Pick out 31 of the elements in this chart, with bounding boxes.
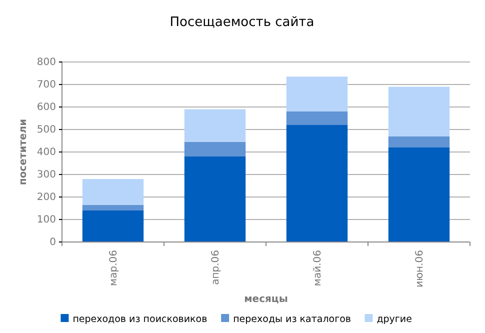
y-tick-label: 400	[36, 147, 56, 158]
y-tick-label: 500	[36, 124, 56, 136]
bar	[388, 148, 450, 242]
bar	[184, 109, 246, 142]
y-tick-label: 200	[36, 192, 56, 204]
x-tick-label: мар.06	[108, 250, 120, 286]
legend-label: другие	[376, 314, 412, 325]
y-tick-label: 600	[36, 102, 56, 114]
y-tick-label: 800	[36, 57, 56, 68]
legend-label: переходы из каталогов	[233, 314, 352, 325]
x-axis-title: месяцы	[244, 294, 288, 305]
x-tick-label: май.06	[312, 250, 324, 286]
chart-title: Посещаемость сайта	[170, 15, 314, 30]
y-tick-label: 700	[36, 80, 56, 91]
bar	[82, 179, 144, 205]
x-tick-label: июн.06	[414, 250, 426, 288]
legend-label: переходов из поисковиков	[72, 314, 208, 325]
y-tick-label: 100	[36, 214, 56, 226]
bar	[388, 136, 450, 148]
bar	[82, 210, 144, 242]
bar	[82, 204, 144, 210]
y-tick-label: 300	[36, 170, 56, 181]
bar	[286, 125, 348, 242]
y-tick-label: 0	[50, 237, 56, 248]
bar	[388, 86, 450, 136]
bar	[286, 76, 348, 112]
bar	[184, 156, 246, 242]
x-tick-label: апр.06	[210, 250, 222, 285]
y-axis-title: посетители	[18, 118, 29, 186]
bar	[286, 112, 348, 125]
bar	[184, 142, 246, 156]
